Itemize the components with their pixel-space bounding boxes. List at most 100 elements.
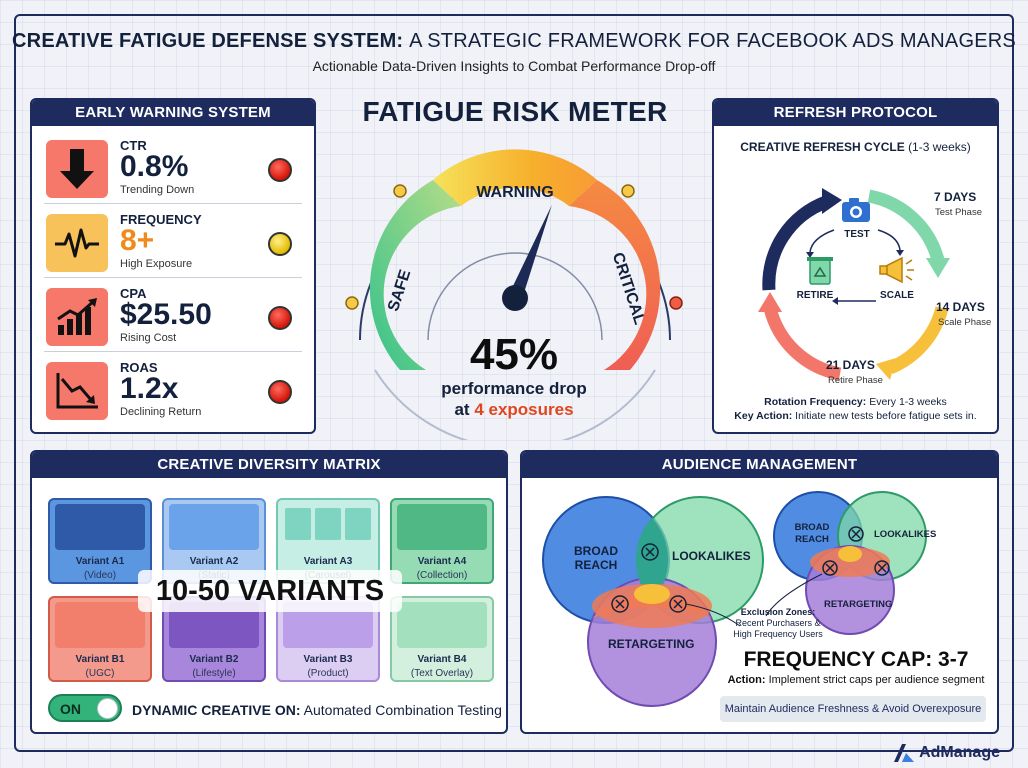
early-warning-panel: EARLY WARNING SYSTEM CTR 0.8% Trending D… (30, 98, 316, 434)
venn-small-lookalikes-label: LOOKALIKES (874, 529, 937, 540)
gauge-marker (393, 184, 407, 198)
variant-type: (UGC) (85, 668, 115, 679)
cycle-arrow-yellow (887, 306, 949, 375)
variants-count-banner: 10-50 VARIANTS (138, 570, 402, 612)
variant-name: Variant A3 (303, 556, 353, 567)
exclusion-x-icon (874, 560, 890, 576)
refresh-cycle-title: CREATIVE REFRESH CYCLE (1-3 weeks) (714, 140, 997, 154)
megaphone-icon (879, 256, 914, 284)
metric-row-roas: ROAS 1.2x Declining Return (44, 356, 302, 426)
gauge-caption-line1: performance drop (441, 379, 587, 398)
broad-small-line2: REACH (795, 534, 829, 545)
exclusion-x-icon (611, 595, 629, 613)
variant-type: (Video) (83, 570, 117, 581)
variant-type: (Collection) (416, 570, 468, 581)
camera-icon (842, 198, 870, 222)
outer-frame (14, 14, 1014, 752)
dynamic-creative-label: DYNAMIC CREATIVE ON: (132, 702, 301, 718)
phase-days-retire: 21 DAYS (826, 358, 875, 372)
status-light-red (268, 158, 292, 182)
metric-label: CTR (120, 138, 147, 153)
broad-label-line1: BROAD (574, 544, 618, 558)
variant-card-a4: Variant A4 (Collection) (390, 498, 494, 584)
venn-exclusion-band (592, 584, 712, 628)
refresh-cycle-label: CREATIVE REFRESH CYCLE (740, 140, 905, 154)
frequency-action-text: Implement strict caps per audience segme… (768, 674, 985, 686)
page-subtitle: Actionable Data-Driven Insights to Comba… (312, 58, 716, 74)
phase-label-retire: Retire Phase (828, 375, 883, 386)
exclusion-x-icon (641, 543, 659, 561)
variant-card-a1: Variant A1 (Video) (48, 498, 152, 584)
variant-name: Variant A2 (189, 556, 239, 567)
gauge-hub (502, 285, 528, 311)
variant-type: (Product) (307, 668, 349, 679)
trend-up-icon (46, 288, 108, 346)
arrow-down-icon (46, 140, 108, 198)
creative-diversity-title: CREATIVE DIVERSITY MATRIX (32, 452, 506, 478)
key-action-label: Key Action: (734, 410, 793, 422)
variant-name: Variant B2 (189, 654, 239, 665)
metric-note: Rising Cost (120, 332, 177, 344)
gauge-needle (508, 205, 552, 301)
gauge-zone-critical (569, 180, 661, 370)
phase-days-scale: 14 DAYS (936, 300, 985, 314)
dynamic-creative-toggle[interactable]: ON (48, 694, 122, 722)
trend-down-icon (46, 362, 108, 420)
metric-value: 0.8% (120, 150, 189, 183)
rotation-value: Every 1-3 weeks (869, 396, 947, 408)
variant-type: (Lifestyle) (192, 668, 236, 679)
variant-name: Variant A4 (417, 556, 467, 567)
gauge-caption: performance drop at 4 exposures (400, 378, 628, 420)
variant-card-b1: Variant B1 (UGC) (48, 596, 152, 682)
page-title-rest: A STRATEGIC FRAMEWORK FOR FACEBOOK ADS M… (409, 30, 1016, 52)
page-title: CREATIVE FATIGUE DEFENSE SYSTEM: A STRAT… (0, 30, 1028, 53)
step-retire: RETIRE (796, 290, 834, 301)
venn-small-retargeting-label: RETARGETING (824, 599, 893, 610)
status-light-red (268, 380, 292, 404)
gauge-lower-arc (374, 369, 656, 440)
metric-row-ctr: CTR 0.8% Trending Down (44, 134, 302, 204)
status-light-yellow (268, 232, 292, 256)
metric-label: FREQUENCY (120, 212, 202, 227)
variant-name: Variant B3 (303, 654, 353, 665)
frequency-cap: FREQUENCY CAP: 3-7 (743, 648, 969, 671)
variant-type: (Text Overlay) (410, 668, 474, 679)
cycle-arrow-red (763, 306, 842, 381)
recycle-bin-icon (807, 257, 833, 285)
cycle-arrow-navy (762, 195, 829, 291)
brand-name: AdManage (919, 744, 1000, 761)
venn-small-broad-label: BROAD REACH (792, 522, 832, 546)
gauge-label-safe: SAFE (385, 267, 414, 313)
broad-small-line1: BROAD (794, 522, 830, 533)
audience-management-title: AUDIENCE MANAGEMENT (522, 452, 997, 478)
rotation-frequency: Rotation Frequency: Every 1-3 weeks (714, 396, 997, 408)
gauge-zone-safe (369, 180, 461, 370)
freshness-note: Maintain Audience Freshness & Avoid Over… (720, 696, 986, 722)
admanage-logo-icon (894, 744, 915, 762)
exclusion-zones-note: Exclusion Zones: Recent Purchasers & Hig… (732, 607, 824, 640)
phase-label-test: Test Phase (935, 207, 982, 218)
gauge-zone-warning (433, 149, 597, 206)
exclusion-line2: High Frequency Users (733, 629, 823, 639)
brand-logo: AdManage (894, 744, 1000, 762)
exclusion-x-icon (848, 526, 864, 542)
exclusion-title: Exclusion Zones: (740, 607, 816, 617)
metric-value: 1.2x (120, 372, 179, 405)
audience-venn-diagrams (542, 491, 927, 707)
refresh-cycle-range: (1-3 weeks) (908, 140, 971, 154)
variant-card-b4: Variant B4 (Text Overlay) (390, 596, 494, 682)
creative-diversity-panel: CREATIVE DIVERSITY MATRIX Variant A1 (Vi… (30, 450, 508, 734)
refresh-protocol-panel: REFRESH PROTOCOL CREATIVE REFRESH CYCLE … (712, 98, 999, 434)
metric-label: ROAS (120, 360, 158, 375)
pulse-icon (46, 214, 108, 272)
gauge-label-warning: WARNING (476, 184, 553, 201)
venn-retargeting-label: RETARGETING (608, 637, 695, 651)
gauge-caption-at: at (454, 400, 470, 419)
phase-label-scale: Scale Phase (938, 317, 992, 328)
metric-note: Trending Down (120, 184, 195, 196)
metric-note: Declining Return (120, 406, 202, 418)
gauge-percent: 45% (469, 330, 559, 379)
key-action-value: Initiate new tests before fatigue sets i… (795, 410, 977, 422)
key-action: Key Action: Initiate new tests before fa… (714, 410, 997, 422)
venn-broad-reach-label: BROAD REACH (574, 544, 618, 572)
